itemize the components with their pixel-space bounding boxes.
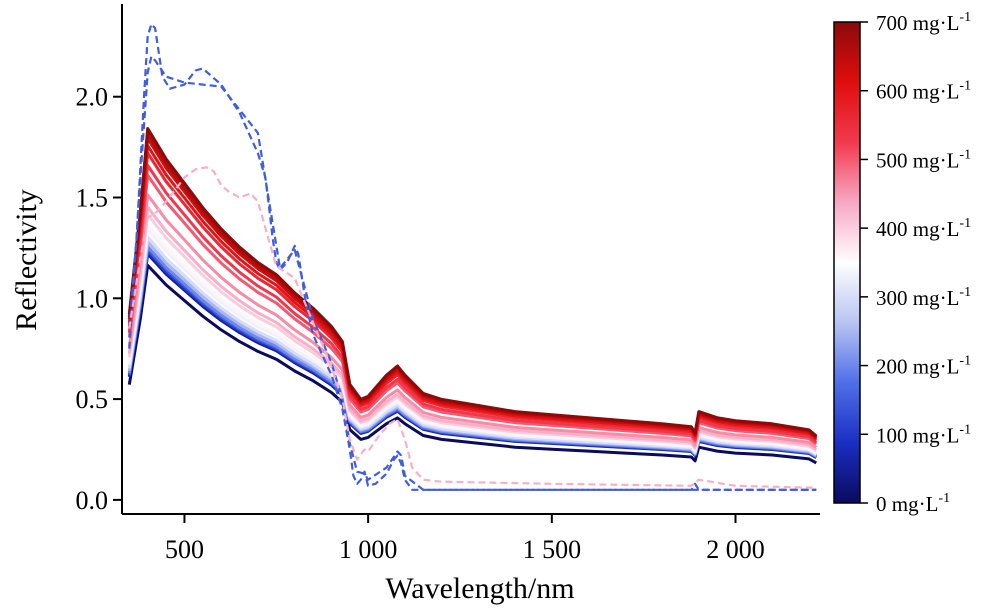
x-axis-title: Wavelength/nm <box>385 572 574 605</box>
colorbar-tick-label: 400 mg·L-1 <box>876 216 971 241</box>
colorbar <box>833 21 861 504</box>
spectrum-line <box>127 222 818 454</box>
spectrum-line <box>127 205 818 451</box>
x-axis-ticks: 500 1 000 1 500 2 000 <box>165 514 765 564</box>
colorbar-tick-label: 0 mg·L-1 <box>876 491 950 516</box>
spectrum-line <box>127 173 818 446</box>
spectrum-dashed-line <box>128 23 817 491</box>
colorbar-tick-label: 500 mg·L-1 <box>876 147 971 172</box>
y-tick-label: 1.0 <box>76 284 109 313</box>
y-tick-label: 0.0 <box>76 486 109 515</box>
y-tick-label: 0.5 <box>76 385 109 414</box>
spectrum-line <box>127 127 818 438</box>
colorbar-tick-label: 700 mg·L-1 <box>876 10 971 35</box>
plot-area <box>127 23 818 491</box>
x-tick-label: 2 000 <box>706 535 765 564</box>
y-tick-label: 2.0 <box>76 83 109 112</box>
y-axis-title: Reflectivity <box>10 189 43 331</box>
spectrum-line <box>127 144 818 441</box>
colorbar-tick-label: 200 mg·L-1 <box>876 354 971 379</box>
colorbar-ticks: 0 mg·L-1 100 mg·L-1 200 mg·L-1 300 mg·L-1 40… <box>860 10 971 516</box>
x-tick-label: 1 000 <box>339 535 398 564</box>
y-tick-label: 1.5 <box>76 184 109 213</box>
colorbar-tick-label: 600 mg·L-1 <box>876 79 971 104</box>
colorbar-tick-label: 300 mg·L-1 <box>876 285 971 310</box>
spectrum-dashed-line <box>128 166 817 489</box>
spectrum-line <box>127 193 818 449</box>
x-tick-label: 1 500 <box>523 535 582 564</box>
spectrum-dashed-line <box>128 55 817 491</box>
spectrum-line <box>127 263 818 465</box>
spectrum-line <box>127 163 818 444</box>
x-tick-label: 500 <box>165 535 204 564</box>
y-axis-ticks: 0.0 0.5 1.0 1.5 2.0 <box>76 83 122 515</box>
colorbar-tick-label: 100 mg·L-1 <box>876 422 971 447</box>
